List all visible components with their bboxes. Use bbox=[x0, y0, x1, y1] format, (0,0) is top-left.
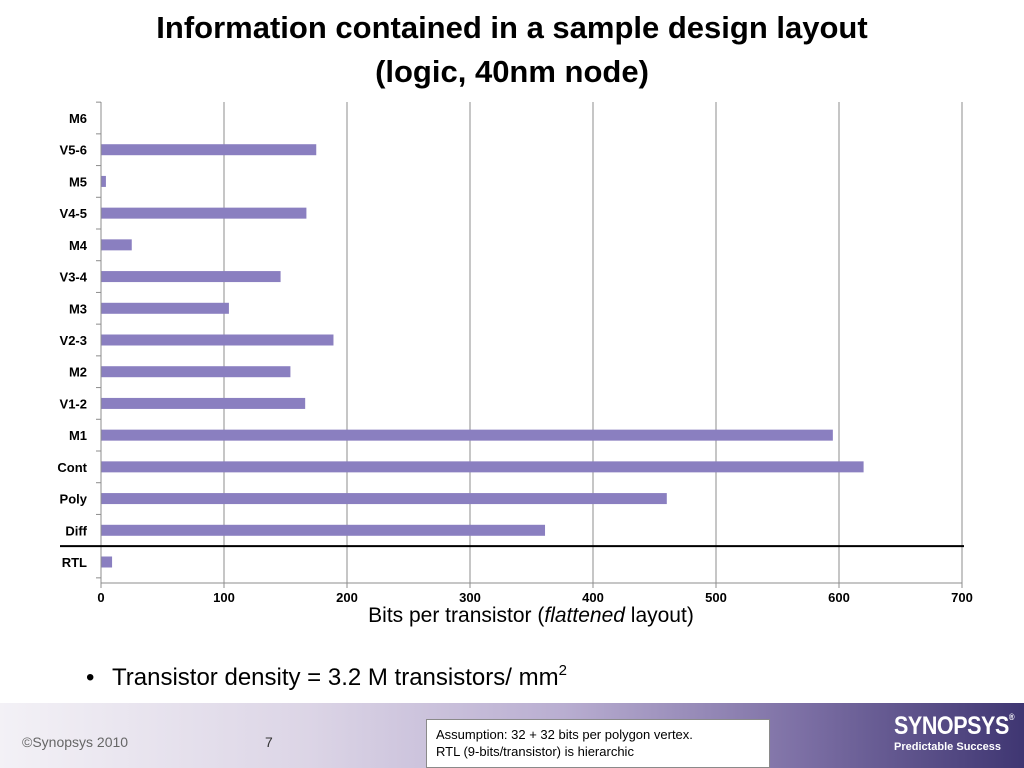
bullet-superscript: 2 bbox=[558, 662, 567, 679]
bar-chart: M6 V5-6 M5 V4-5 M4 V3-4 M3 V2-3 M2 V1-2 M1 Cont Poly… bbox=[57, 101, 973, 605]
slide-title: Information contained in a sample design… bbox=[0, 6, 1024, 94]
note-line-2: RTL (9-bits/transistor) is hierarchic bbox=[436, 744, 634, 759]
title-line-2: (logic, 40nm node) bbox=[375, 54, 649, 89]
bar bbox=[101, 175, 106, 187]
category-label: Cont bbox=[57, 460, 87, 475]
bullet-text: Transistor density = 3.2 M transistors/ … bbox=[112, 664, 559, 691]
category-label: Diff bbox=[65, 523, 87, 538]
logo-name: SYNOPSYS® bbox=[894, 712, 1015, 741]
copyright-text: Synopsys 2010 bbox=[32, 734, 129, 750]
bar bbox=[101, 271, 281, 283]
x-tick-label: 0 bbox=[97, 590, 104, 605]
category-label: M4 bbox=[69, 238, 88, 253]
logo-registered-mark: ® bbox=[1008, 712, 1015, 722]
category-label: M6 bbox=[69, 111, 87, 126]
bullet-icon: • bbox=[86, 664, 95, 691]
category-label: V5-6 bbox=[60, 143, 87, 158]
assumption-note: Assumption: 32 + 32 bits per polygon ver… bbox=[426, 719, 770, 768]
category-label: RTL bbox=[62, 555, 87, 570]
bars bbox=[101, 144, 864, 568]
x-tick-label: 100 bbox=[213, 590, 235, 605]
note-line-1: Assumption: 32 + 32 bits per polygon ver… bbox=[436, 727, 693, 742]
category-label: V2-3 bbox=[60, 333, 87, 348]
x-axis-label: Bits per transistor (flattened layout) bbox=[100, 604, 962, 628]
x-axis-label-suffix: layout) bbox=[624, 604, 694, 627]
x-tick-label: 400 bbox=[582, 590, 604, 605]
category-label: V3-4 bbox=[60, 270, 88, 285]
x-axis-label-prefix: Bits per transistor ( bbox=[368, 604, 545, 627]
logo-tagline: Predictable Success bbox=[894, 741, 1002, 753]
page-number: 7 bbox=[265, 734, 273, 750]
category-label: V4-5 bbox=[60, 206, 87, 221]
bar bbox=[101, 334, 334, 346]
x-tick-label: 300 bbox=[459, 590, 481, 605]
bar bbox=[101, 461, 864, 473]
synopsys-logo: SYNOPSYS® Predictable Success bbox=[894, 712, 1015, 753]
x-tick-label: 600 bbox=[828, 590, 850, 605]
bar bbox=[101, 302, 229, 314]
bar bbox=[101, 493, 667, 505]
axes bbox=[60, 101, 964, 588]
logo-name-text: SYNOPSYS bbox=[894, 712, 1009, 740]
copyright: ©Synopsys 2010 bbox=[22, 734, 128, 750]
x-tick-labels: 0 100 200 300 400 500 600 700 bbox=[97, 590, 972, 605]
x-tick-label: 500 bbox=[705, 590, 727, 605]
category-label: V1-2 bbox=[60, 396, 87, 411]
x-tick-label: 200 bbox=[336, 590, 358, 605]
gridlines bbox=[223, 102, 963, 583]
bar bbox=[101, 397, 306, 409]
category-label: M5 bbox=[69, 174, 87, 189]
category-label: M3 bbox=[69, 301, 87, 316]
bar bbox=[101, 144, 317, 156]
category-label: M2 bbox=[69, 365, 87, 380]
category-labels: M6 V5-6 M5 V4-5 M4 V3-4 M3 V2-3 M2 V1-2 M1 Cont Poly… bbox=[57, 111, 87, 570]
category-label: M1 bbox=[69, 428, 87, 443]
bar bbox=[101, 207, 307, 219]
title-line-1: Information contained in a sample design… bbox=[156, 10, 868, 45]
copyright-icon: © bbox=[22, 734, 33, 750]
bar bbox=[101, 366, 291, 378]
bar bbox=[101, 429, 833, 441]
bar bbox=[101, 524, 546, 536]
bullet-point: • Transistor density = 3.2 M transistors/… bbox=[86, 662, 567, 692]
x-axis-label-italic: flattened bbox=[544, 604, 625, 627]
category-label: Poly bbox=[60, 492, 88, 507]
bar bbox=[101, 239, 132, 251]
x-tick-label: 700 bbox=[951, 590, 973, 605]
bar bbox=[101, 556, 113, 568]
